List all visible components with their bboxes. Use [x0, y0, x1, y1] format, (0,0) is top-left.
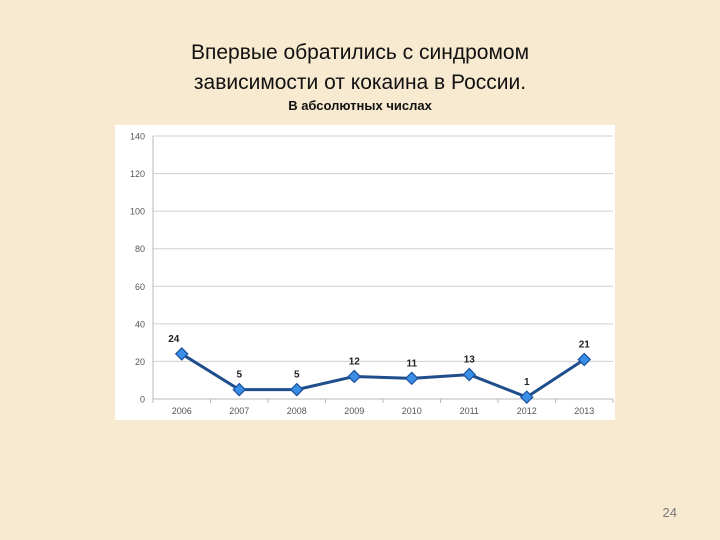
y-tick-label: 40 [135, 319, 145, 329]
data-label: 1 [524, 377, 530, 388]
x-tick-label: 2009 [344, 406, 364, 416]
data-label: 5 [294, 370, 300, 381]
data-label: 11 [406, 358, 417, 369]
data-point [404, 371, 419, 386]
line-chart: 0 20 40 60 80 100 120 140 2006 2007 2008 2009 2010 20… [130, 132, 614, 416]
y-tick-label: 0 [140, 395, 145, 405]
chart-subtitle: В абсолютных числах [288, 98, 432, 113]
x-tick-label: 2013 [574, 406, 594, 416]
page-number: 24 [662, 505, 677, 520]
x-tick-label: 2011 [460, 406, 479, 416]
series-line [180, 352, 586, 399]
data-label: 13 [464, 355, 476, 366]
data-point [519, 390, 534, 404]
data-label: 5 [236, 370, 242, 381]
data-point [577, 352, 592, 367]
chart-title-line-2: зависимости от кокаина в России. [193, 71, 527, 94]
x-tick-label: 2010 [402, 406, 422, 416]
data-point [232, 382, 247, 397]
data-point [347, 369, 362, 384]
data-point [462, 367, 477, 382]
y-tick-label: 60 [135, 282, 145, 292]
data-point [174, 347, 189, 361]
y-tick-label: 140 [130, 132, 145, 142]
y-tick-label: 80 [135, 244, 145, 254]
chart-title: Впервые обратились с синдромом зависимос… [0, 38, 720, 98]
y-tick-label: 20 [135, 357, 145, 367]
chart-plot-area: 0 20 40 60 80 100 120 140 2006 2007 2008 2009 2010 20… [115, 125, 615, 420]
data-label: 12 [349, 356, 361, 367]
x-tick-label: 2006 [172, 406, 192, 416]
y-tick-label: 120 [130, 169, 145, 179]
data-point [289, 382, 304, 397]
y-tick-label: 100 [130, 207, 145, 217]
data-label: 24 [168, 334, 180, 345]
x-tick-label: 2008 [287, 406, 307, 416]
x-tick-label: 2007 [229, 406, 249, 416]
data-label: 21 [579, 340, 591, 351]
x-tick-label: 2012 [517, 406, 537, 416]
chart-title-line-1: Впервые обратились с синдромом [190, 41, 530, 64]
